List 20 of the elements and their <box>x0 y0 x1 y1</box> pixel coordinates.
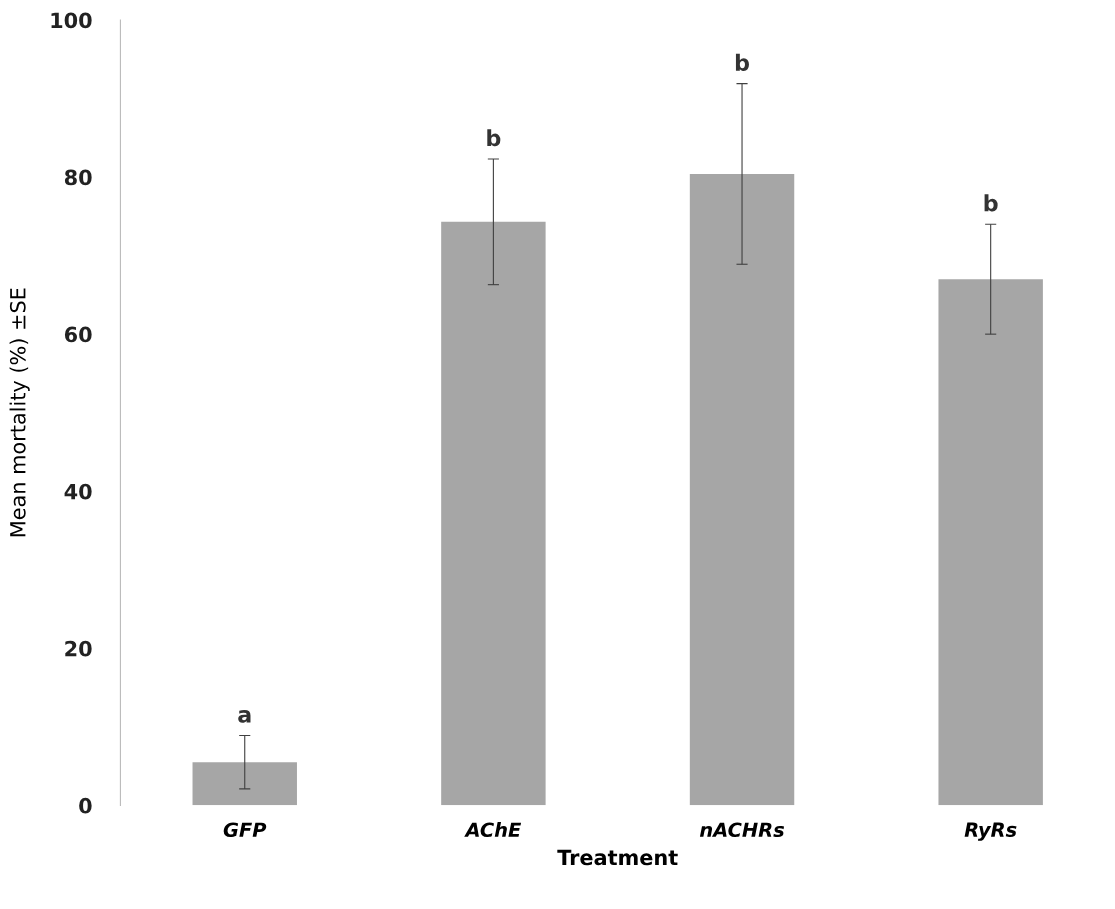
y-tick-label: 100 <box>51 12 92 29</box>
x-tick-label: RyRs <box>964 822 1017 841</box>
x-tick-label: AChE <box>464 822 522 838</box>
bar <box>938 279 1043 806</box>
y-axis-title: Mean mortality (%) ±SE <box>9 288 30 537</box>
y-tick-label: 20 <box>65 640 92 657</box>
annotation: b <box>735 53 749 71</box>
bar <box>192 762 297 806</box>
annotation: b <box>487 129 501 147</box>
x-tick-label: nACHRs <box>699 822 785 838</box>
bar <box>441 221 546 806</box>
x-axis-title: Treatment <box>557 849 678 866</box>
y-tick-label: 0 <box>79 797 92 814</box>
y-tick-label: 40 <box>64 483 92 500</box>
bar <box>689 173 795 806</box>
annotation: a <box>238 710 251 723</box>
x-tick-label: GFP <box>223 822 267 838</box>
annotation: b <box>984 194 998 212</box>
y-tick-label: 60 <box>64 326 92 343</box>
y-tick-label: 80 <box>64 169 92 186</box>
